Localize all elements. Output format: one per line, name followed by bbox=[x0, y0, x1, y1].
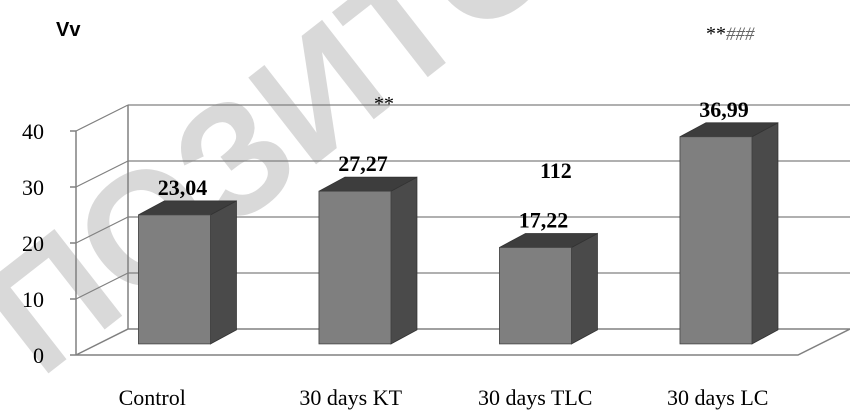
bar bbox=[319, 191, 391, 344]
x-category-label: 30 days LC bbox=[667, 385, 768, 410]
y-axis-label: Vv bbox=[56, 19, 81, 41]
data-label: 17,22 bbox=[519, 207, 569, 232]
bar-side bbox=[210, 201, 236, 344]
y-tick-label: 0 bbox=[33, 343, 44, 368]
annotation-lc-stars: ** bbox=[706, 23, 726, 45]
data-label: 36,99 bbox=[699, 97, 749, 122]
bar-side bbox=[752, 123, 778, 344]
x-category-label: 30 days TLC bbox=[478, 385, 592, 410]
y-tick-label: 10 bbox=[22, 287, 44, 312]
x-category-label: Control bbox=[119, 385, 186, 410]
bar-side bbox=[571, 233, 597, 343]
annotation-lc: **### bbox=[706, 23, 755, 45]
x-axis-categories: Control 30 days KT 30 days TLC 30 days LC bbox=[119, 385, 769, 410]
data-label: 27,27 bbox=[338, 151, 388, 176]
bar bbox=[138, 215, 210, 344]
data-label: 23,04 bbox=[158, 175, 208, 200]
bar bbox=[499, 247, 571, 343]
y-tick-label: 40 bbox=[22, 119, 44, 144]
y-tick-label: 30 bbox=[22, 175, 44, 200]
bar bbox=[680, 137, 752, 344]
bar-side bbox=[391, 177, 417, 344]
y-tick-label: 20 bbox=[22, 231, 44, 256]
annotation-lc-hashes: ### bbox=[726, 24, 755, 45]
gridline-depth bbox=[76, 105, 128, 131]
annotation-tlc-number: 112 bbox=[540, 158, 572, 183]
annotation-kt-stars: ** bbox=[374, 93, 394, 115]
x-category-label: 30 days KT bbox=[299, 385, 402, 410]
